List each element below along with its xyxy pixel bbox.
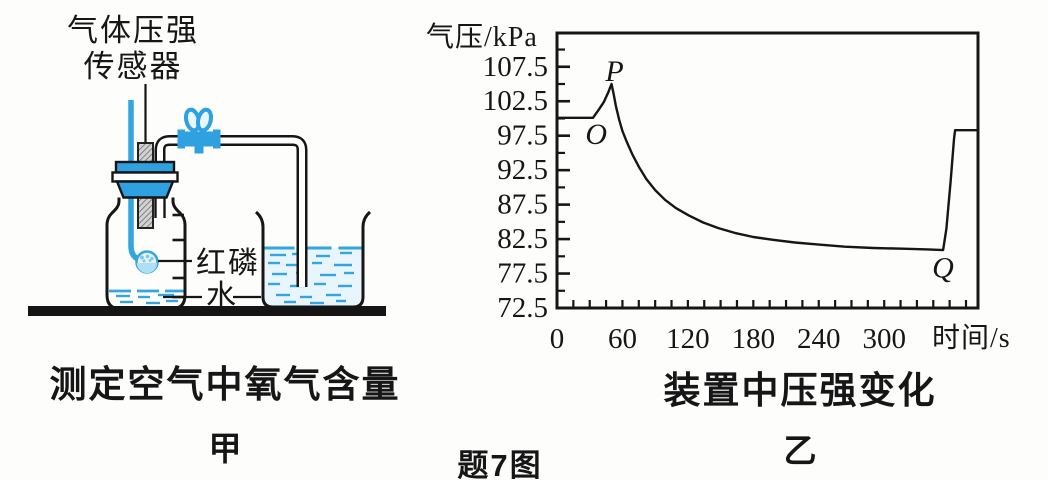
- y-tick-label: 97.5: [497, 120, 548, 152]
- x-tick-label: 180: [732, 323, 776, 355]
- x-tick-label: 0: [550, 323, 565, 355]
- apparatus-diagram: 气体压强 传感器 红磷 水: [28, 13, 386, 316]
- red-phosphorus-sample: [136, 263, 158, 274]
- left-panel-caption: 测定空气中氧气含量: [49, 365, 401, 406]
- phosphorus-specks: [140, 254, 154, 263]
- sensor-label-line1: 气体压强: [67, 13, 199, 48]
- point-label-O: O: [585, 118, 607, 151]
- x-tick-label: 300: [862, 323, 906, 355]
- left-panel-tag: 甲: [208, 432, 242, 468]
- inner-glass-tube: [154, 197, 166, 218]
- delivery-tube-bore: [157, 137, 305, 287]
- y-tick-label: 77.5: [497, 258, 548, 290]
- right-panel-caption: 装置中压强变化: [663, 371, 937, 412]
- y-tick-label: 82.5: [497, 223, 548, 255]
- y-tick-label: 102.5: [483, 85, 548, 117]
- right-panel-tag: 乙: [783, 434, 817, 470]
- x-axis-title: 时间/s: [932, 322, 1011, 354]
- bench: [28, 306, 386, 316]
- x-tick-label: 120: [666, 323, 710, 355]
- pressure-curve: [555, 82, 980, 252]
- red-phosphorus-label: 红磷: [196, 247, 260, 280]
- point-label-Q: Q: [932, 251, 954, 284]
- bottle-water-dashes: [116, 293, 178, 305]
- y-tick-label: 107.5: [483, 51, 548, 83]
- x-tick-label: 60: [608, 323, 637, 355]
- y-tick-label: 72.5: [497, 292, 548, 324]
- figure-number-label: 题7图: [457, 448, 543, 480]
- water-label: 水: [206, 280, 238, 313]
- point-label-P: P: [604, 55, 623, 88]
- bottle-graduations: [172, 213, 184, 299]
- y-tick-label: 87.5: [497, 189, 548, 221]
- label-leaders: [158, 259, 261, 299]
- sensor-label-line2: 传感器: [84, 49, 183, 84]
- y-axis-title: 气压/kPa: [426, 21, 538, 53]
- x-tick-label: 240: [797, 323, 841, 355]
- y-tick-label: 92.5: [497, 154, 548, 186]
- pinch-valve: [177, 107, 221, 154]
- stopper: [111, 160, 179, 199]
- beaker-water: [264, 248, 362, 306]
